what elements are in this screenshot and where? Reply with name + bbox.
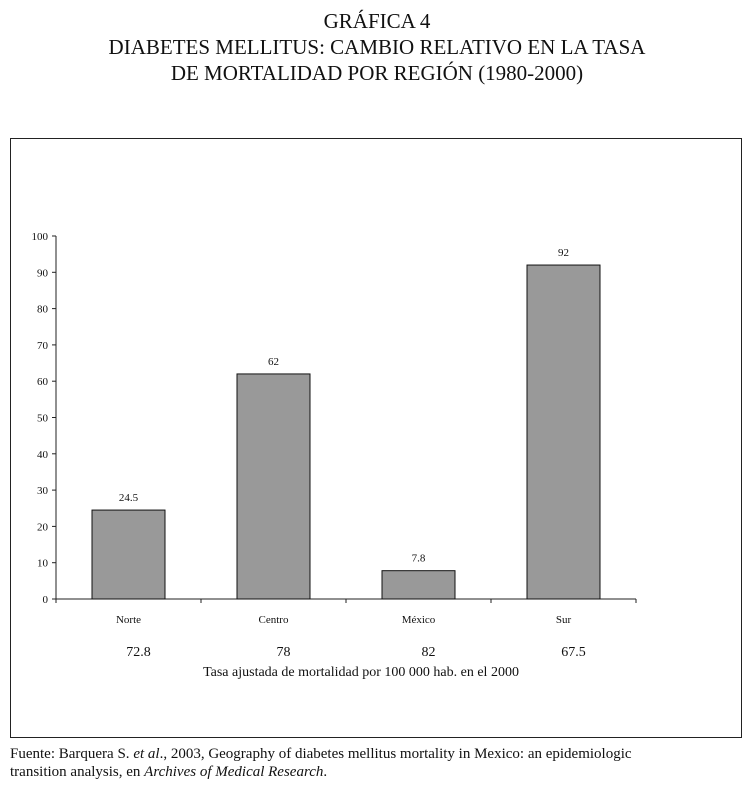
- data-label: 62: [268, 356, 279, 368]
- chart-title-label: GRÁFICA 4: [323, 9, 431, 33]
- bar-Sur: [526, 264, 601, 600]
- y-tick-label: 70: [37, 340, 49, 352]
- category-label: Norte: [116, 614, 141, 626]
- source-line2-prefix: transition analysis, en: [10, 764, 145, 780]
- y-tick-label: 80: [37, 304, 49, 316]
- y-tick-label: 40: [37, 449, 49, 461]
- chart-title: GRÁFICA 4 DIABETES MELLITUS: CAMBIO RELA…: [0, 8, 754, 86]
- source-prefix: Fuente: Barquera S.: [10, 746, 134, 762]
- y-tick-label: 20: [37, 521, 49, 533]
- y-tick-label: 30: [37, 485, 49, 497]
- source-journal: Archives of Medical Research: [144, 764, 324, 780]
- chart-labels: 24.5 Norte 62 Centro 7.8 México 92 Sur: [116, 247, 572, 626]
- source-line2-suffix: .: [323, 764, 328, 780]
- rate-value: 82: [421, 645, 436, 660]
- y-tick-label: 100: [32, 231, 49, 243]
- source-line-2: transition analysis, en Archives of Medi…: [10, 763, 750, 781]
- data-label: 92: [558, 247, 569, 259]
- bar-Norte: [91, 509, 166, 600]
- bar-Centro: [236, 373, 311, 600]
- chart-title-line-2: DE MORTALIDAD POR REGIÓN (1980-2000): [170, 61, 584, 85]
- category-label: Sur: [556, 614, 572, 626]
- source-line-1: Fuente: Barquera S. et al., 2003, Geogra…: [10, 745, 750, 763]
- category-label: México: [402, 614, 436, 626]
- rate-caption: Tasa ajustada de mortalidad por 100 000 …: [203, 665, 519, 680]
- y-tick-label: 0: [43, 594, 49, 606]
- rate-value: 67.5: [561, 645, 586, 660]
- data-label: 7.8: [412, 553, 426, 565]
- y-tick-label: 10: [37, 558, 49, 570]
- source-note: Fuente: Barquera S. et al., 2003, Geogra…: [10, 745, 750, 781]
- rate-value: 78: [276, 645, 291, 660]
- bar-chart: 0 10 20 30 40 50 60 70 80 90 100 24.5 Norte 62 Centro…: [32, 231, 637, 626]
- chart-bars: [91, 264, 601, 600]
- data-label: 24.5: [119, 492, 139, 504]
- chart-frame: 0 10 20 30 40 50 60 70 80 90 100 24.5 Norte 62 Centro…: [10, 138, 742, 738]
- chart-title-line-1: DIABETES MELLITUS: CAMBIO RELATIVO EN LA…: [108, 35, 646, 59]
- category-label: Centro: [259, 614, 289, 626]
- y-tick-label: 50: [37, 413, 49, 425]
- source-etal: et al: [133, 746, 160, 762]
- y-tick-label: 60: [37, 376, 49, 388]
- y-tick-label: 90: [37, 267, 49, 279]
- rate-value: 72.8: [126, 645, 151, 660]
- source-middle: ., 2003, Geography of diabetes mellitus …: [159, 746, 632, 762]
- bar-México: [381, 570, 456, 600]
